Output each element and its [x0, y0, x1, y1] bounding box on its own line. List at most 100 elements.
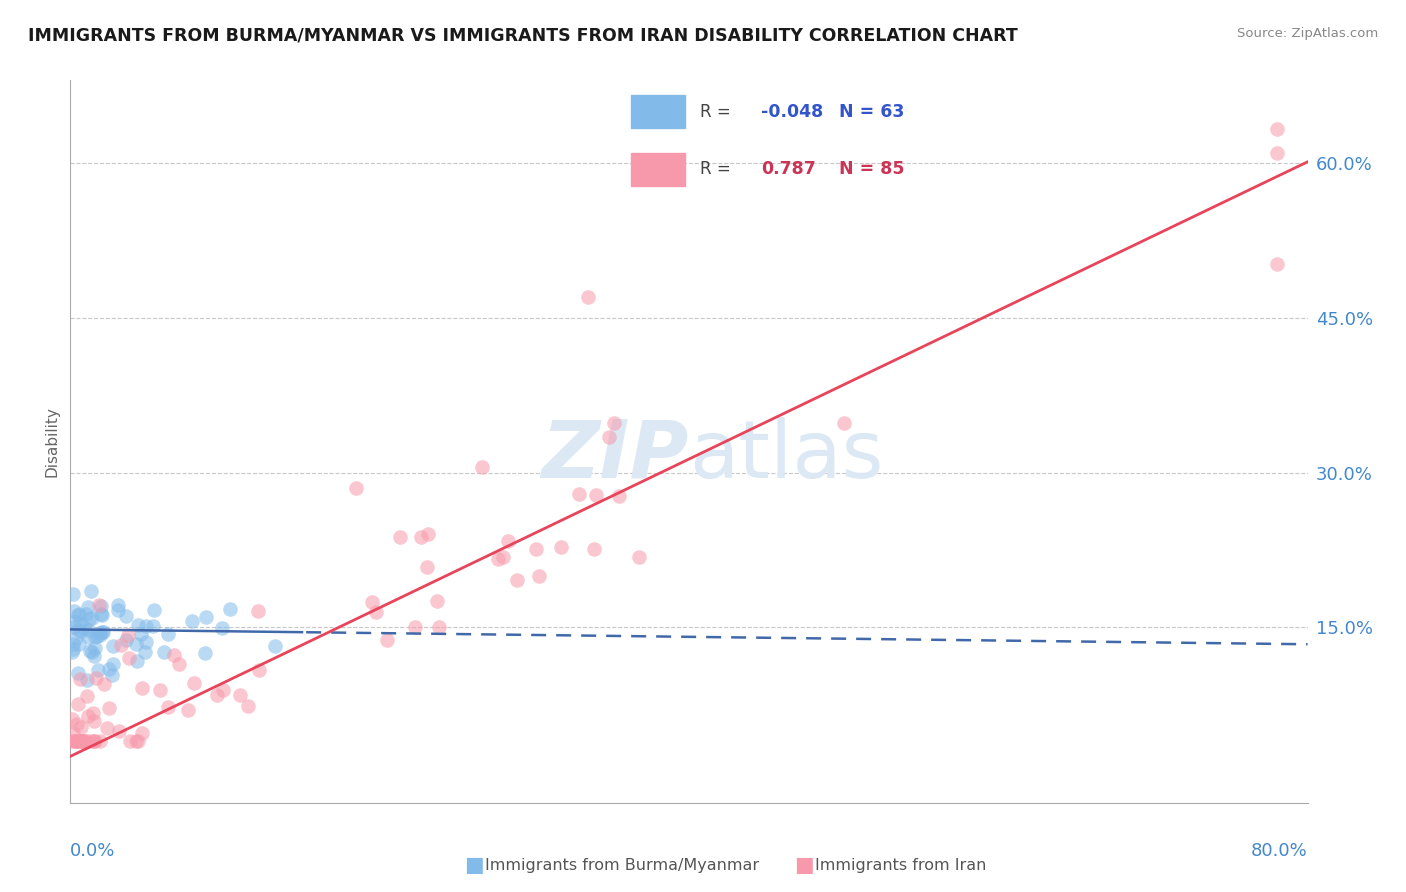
Point — [65, 632, 87, 646]
Point — [195, 609, 218, 624]
Point — [486, 552, 509, 566]
Point — [1265, 145, 1288, 160]
Point — [131, 681, 153, 696]
Point — [163, 648, 186, 663]
Point — [76, 673, 98, 687]
Point — [585, 488, 607, 502]
Point — [118, 650, 141, 665]
Point — [69, 673, 91, 687]
Point — [134, 645, 156, 659]
Point — [63, 620, 86, 634]
Point — [86, 628, 108, 642]
Point — [598, 430, 620, 444]
Point — [63, 604, 86, 618]
Point — [176, 703, 198, 717]
Point — [247, 663, 270, 677]
Point — [60, 712, 83, 726]
Point — [496, 533, 519, 548]
Point — [84, 672, 107, 686]
Point — [135, 634, 157, 648]
Point — [149, 683, 172, 698]
Point — [90, 607, 112, 621]
Point — [263, 640, 285, 654]
Point — [131, 726, 153, 740]
Point — [77, 612, 100, 626]
Point — [97, 662, 120, 676]
Bar — [631, 153, 685, 186]
Text: IMMIGRANTS FROM BURMA/MYANMAR VS IMMIGRANTS FROM IRAN DISABILITY CORRELATION CHA: IMMIGRANTS FROM BURMA/MYANMAR VS IMMIGRA… — [28, 27, 1018, 45]
Point — [67, 666, 90, 681]
Point — [110, 638, 132, 652]
Point — [76, 690, 98, 704]
Point — [83, 649, 105, 664]
Point — [66, 607, 89, 622]
Point — [183, 676, 205, 690]
Point — [125, 734, 148, 748]
Point — [89, 628, 111, 642]
Point — [62, 726, 84, 740]
Point — [115, 609, 138, 624]
Point — [107, 599, 129, 613]
Point — [366, 605, 388, 619]
Point — [79, 630, 101, 644]
Point — [93, 677, 115, 691]
Point — [65, 734, 87, 748]
Point — [127, 618, 149, 632]
Point — [62, 587, 84, 601]
Point — [157, 699, 180, 714]
Y-axis label: Disability: Disability — [44, 406, 59, 477]
Point — [80, 645, 103, 659]
Point — [67, 607, 90, 621]
Point — [83, 734, 105, 748]
Point — [246, 604, 269, 618]
Point — [1265, 121, 1288, 136]
Point — [72, 734, 94, 748]
Point — [404, 620, 426, 634]
Point — [360, 595, 382, 609]
Point — [77, 623, 100, 637]
Point — [135, 619, 157, 633]
Text: N = 85: N = 85 — [839, 161, 905, 178]
Point — [82, 734, 104, 748]
Point — [84, 640, 107, 655]
Point — [69, 615, 91, 630]
Point — [63, 734, 86, 748]
Point — [87, 598, 110, 612]
Point — [142, 618, 165, 632]
Point — [194, 646, 217, 660]
Point — [70, 734, 93, 748]
Point — [238, 698, 260, 713]
Point — [212, 683, 235, 698]
Point — [84, 734, 107, 748]
Point — [568, 486, 591, 500]
Point — [409, 530, 432, 544]
Point — [375, 632, 398, 647]
Point — [66, 734, 89, 748]
Point — [63, 734, 86, 748]
Point — [416, 527, 439, 541]
Point — [75, 621, 97, 635]
Point — [73, 734, 96, 748]
Point — [115, 632, 138, 647]
Point — [69, 734, 91, 748]
Point — [609, 489, 631, 503]
Text: 80.0%: 80.0% — [1251, 842, 1308, 860]
Point — [550, 540, 572, 554]
Point — [75, 607, 97, 622]
Point — [91, 625, 114, 640]
Point — [101, 657, 124, 672]
Point — [65, 615, 87, 629]
Point — [66, 734, 89, 748]
Point — [627, 549, 650, 564]
Point — [101, 639, 124, 653]
Point — [89, 625, 111, 640]
Point — [62, 642, 84, 657]
Point — [427, 620, 450, 634]
Point — [211, 621, 233, 635]
Point — [82, 706, 104, 720]
Point — [127, 734, 149, 748]
Point — [127, 654, 149, 668]
Text: Immigrants from Burma/Myanmar: Immigrants from Burma/Myanmar — [485, 858, 759, 872]
Point — [388, 530, 411, 544]
Text: Immigrants from Iran: Immigrants from Iran — [815, 858, 987, 872]
